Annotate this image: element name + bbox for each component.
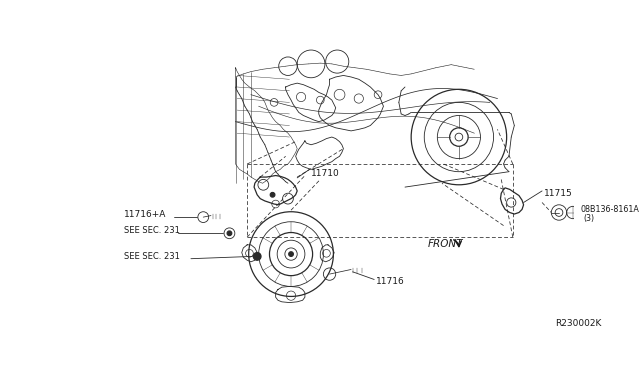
Text: 11710: 11710 <box>311 169 340 179</box>
Text: 11716: 11716 <box>376 277 404 286</box>
Text: 11715: 11715 <box>543 189 572 198</box>
Text: R230002K: R230002K <box>555 319 602 328</box>
Text: FRONT: FRONT <box>428 239 463 248</box>
Text: 11716+A: 11716+A <box>124 209 166 218</box>
Circle shape <box>253 253 261 260</box>
Text: SEE SEC. 231: SEE SEC. 231 <box>124 227 180 235</box>
Text: SEE SEC. 231: SEE SEC. 231 <box>124 252 180 261</box>
Circle shape <box>227 231 232 235</box>
Circle shape <box>270 192 275 197</box>
Circle shape <box>289 252 293 256</box>
Text: 08B136-8161A: 08B136-8161A <box>580 205 639 214</box>
Text: (3): (3) <box>584 214 595 223</box>
